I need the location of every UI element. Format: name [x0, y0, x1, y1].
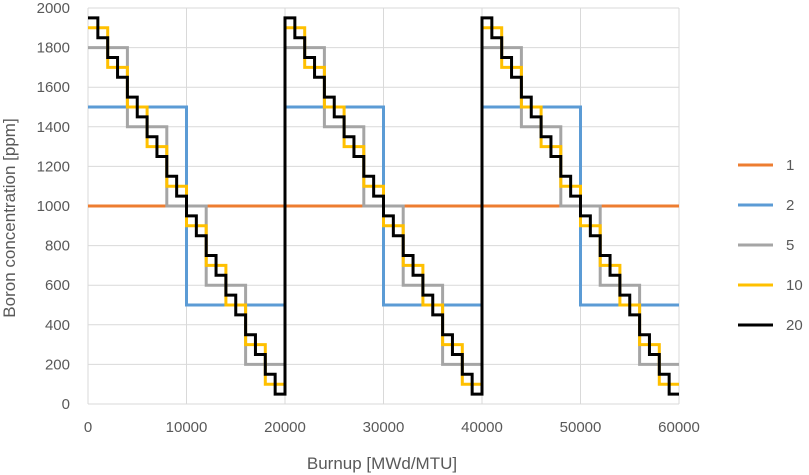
y-tick-label: 1800 — [37, 40, 70, 57]
legend-label-20: 20 — [786, 317, 803, 334]
x-tick-label: 30000 — [363, 419, 405, 436]
y-tick-label: 1400 — [37, 119, 70, 136]
legend-label-2: 2 — [786, 197, 794, 214]
y-tick-label: 400 — [45, 317, 70, 334]
x-tick-label: 60000 — [658, 419, 700, 436]
y-axis-title: Boron concentration [ppm] — [0, 118, 19, 317]
x-tick-label: 40000 — [461, 419, 503, 436]
y-tick-label: 200 — [45, 356, 70, 373]
y-tick-label: 1000 — [37, 198, 70, 215]
series-lines — [88, 16, 679, 396]
legend: 1 2 5 10 20 — [738, 157, 803, 334]
legend-label-1: 1 — [786, 157, 794, 174]
x-tick-label: 0 — [84, 419, 92, 436]
y-tick-label: 1600 — [37, 79, 70, 96]
y-tick-label: 2000 — [37, 0, 70, 17]
x-tick-label: 10000 — [166, 419, 208, 436]
legend-label-5: 5 — [786, 237, 794, 254]
x-axis-title: Burnup [MWd/MTU] — [307, 454, 457, 473]
x-tick-label: 20000 — [264, 419, 306, 436]
legend-label-10: 10 — [786, 277, 803, 294]
x-tick-label: 50000 — [560, 419, 602, 436]
y-tick-label: 0 — [62, 396, 70, 413]
y-tick-label: 1200 — [37, 158, 70, 175]
y-tick-label: 600 — [45, 277, 70, 294]
y-tick-label: 800 — [45, 238, 70, 255]
series-line-20 — [88, 16, 679, 396]
